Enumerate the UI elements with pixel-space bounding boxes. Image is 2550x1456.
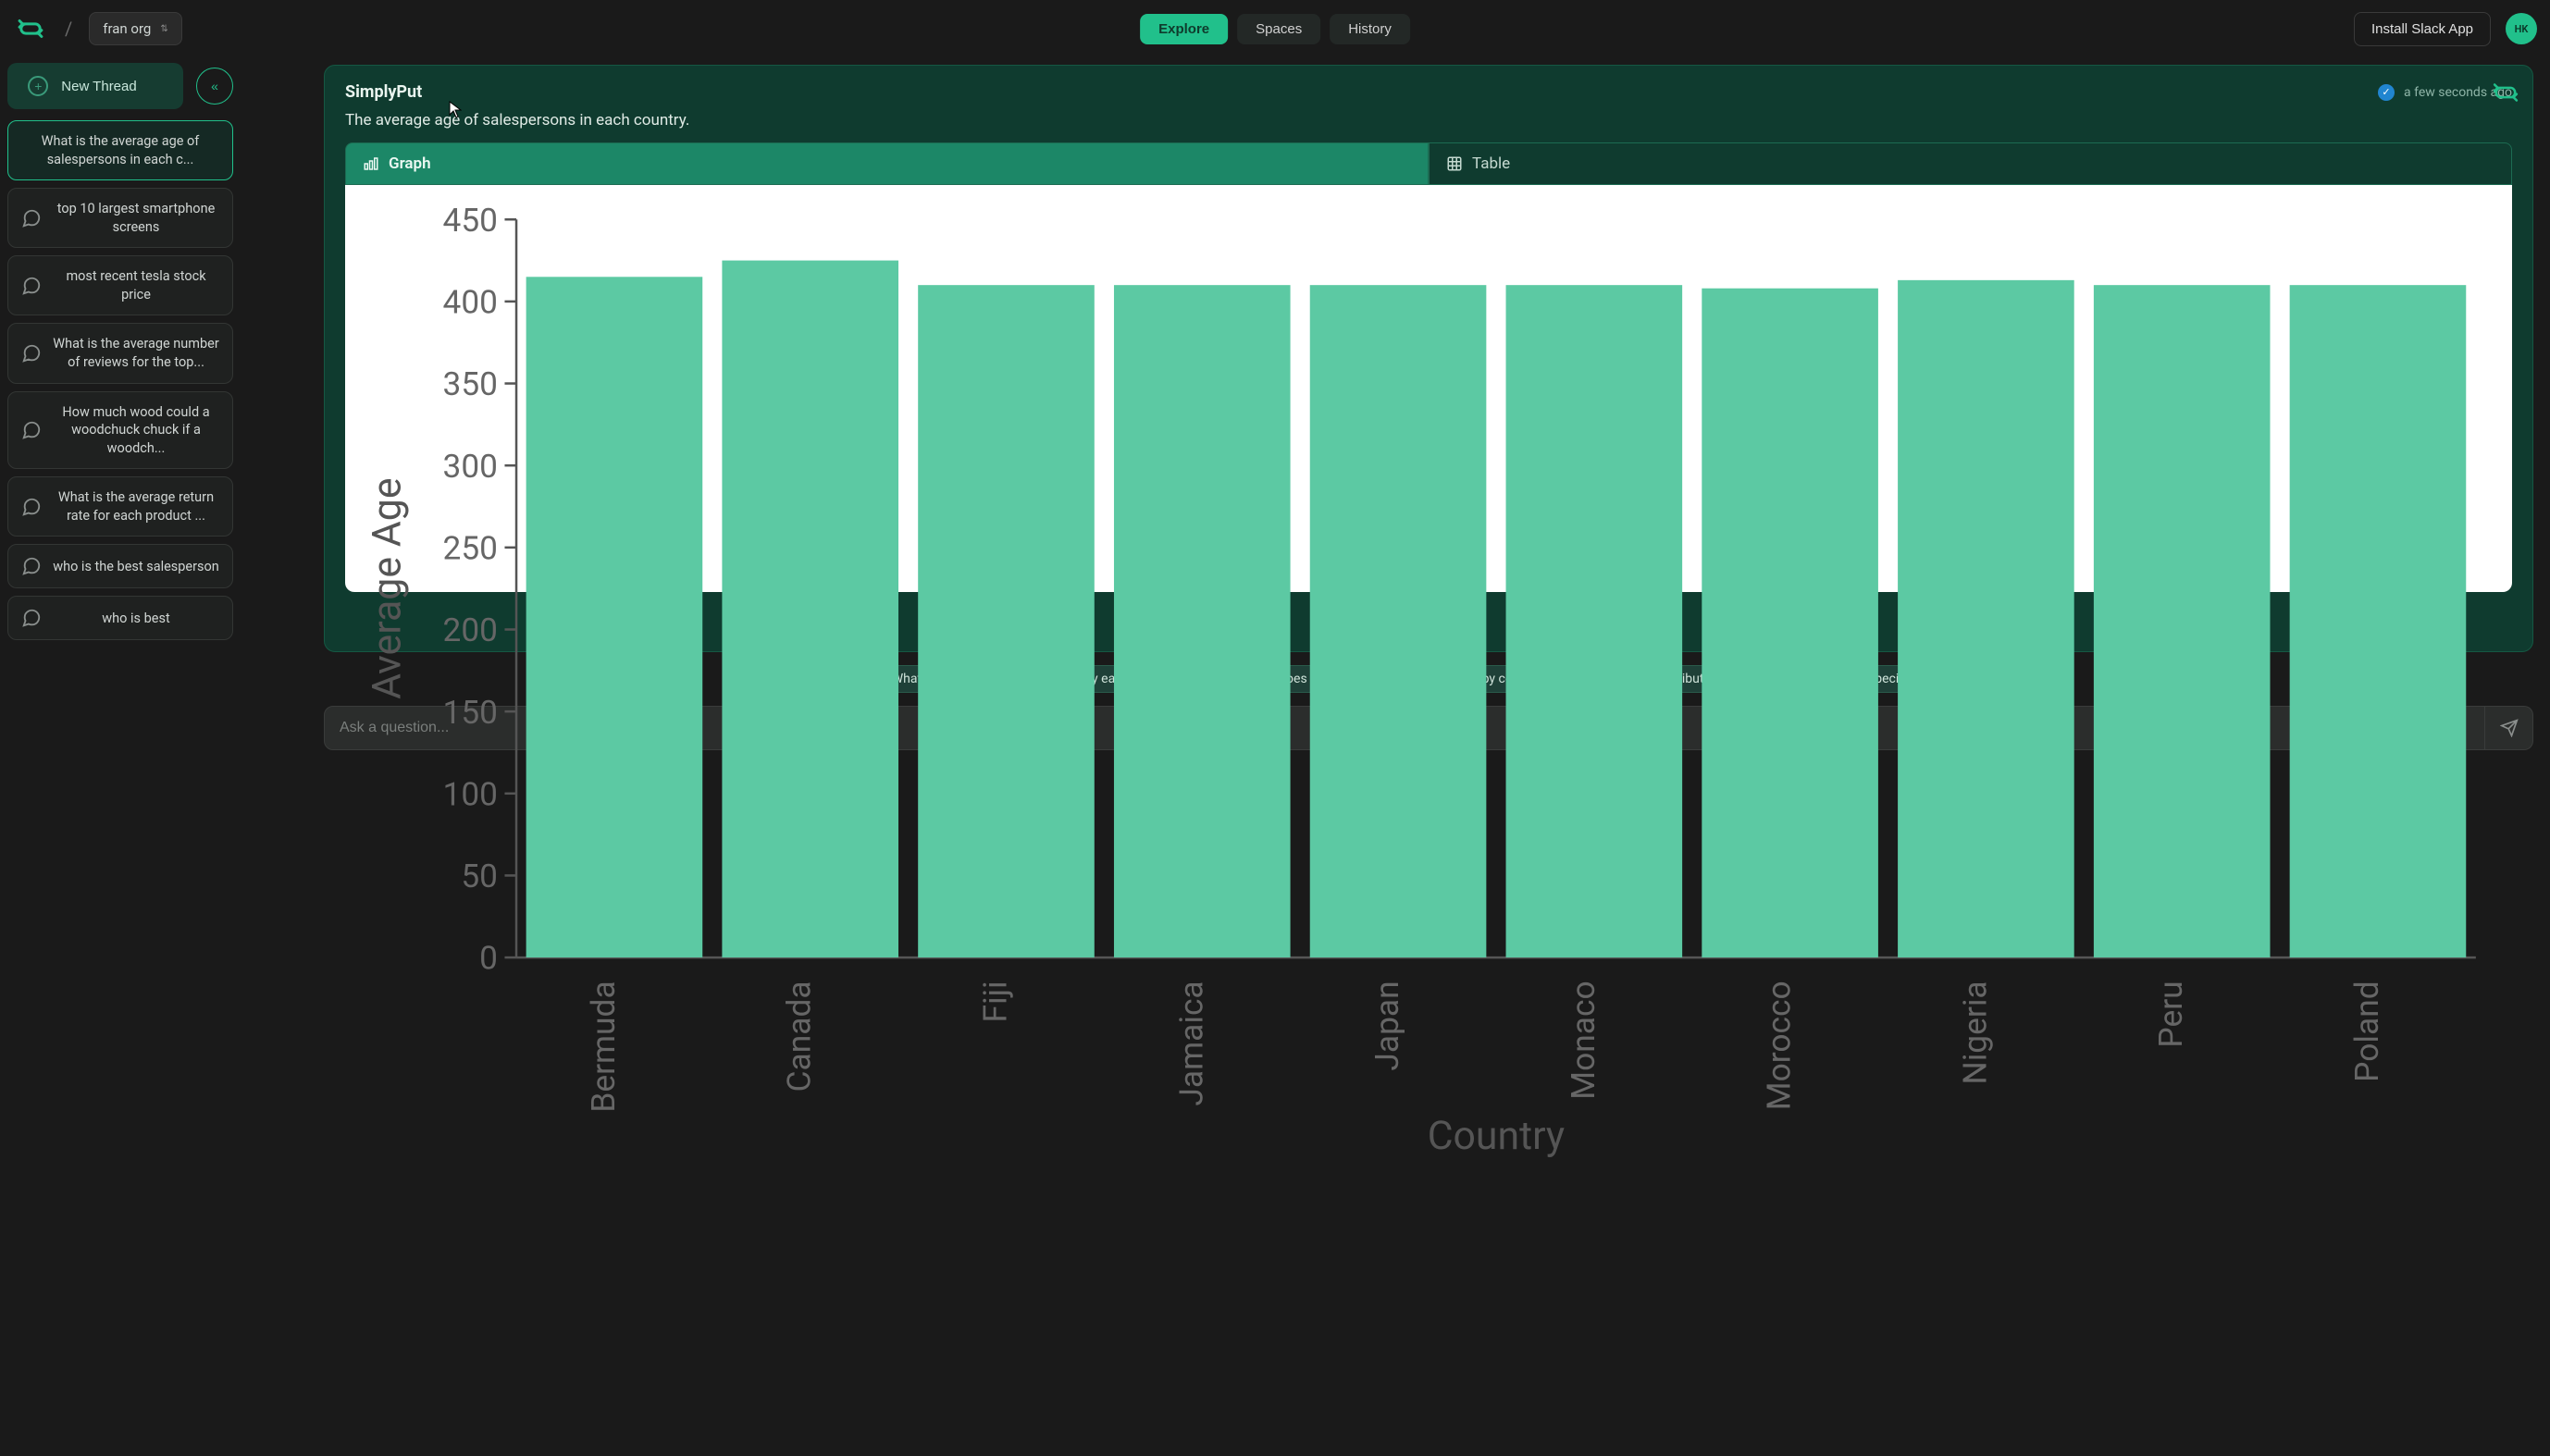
svg-text:Nigeria: Nigeria bbox=[1955, 981, 1994, 1084]
chart-container: 050100150200250300350400450BermudaCanada… bbox=[345, 185, 2512, 592]
nav-spaces[interactable]: Spaces bbox=[1237, 14, 1320, 44]
tab-table-label: Table bbox=[1472, 154, 1510, 173]
thread-item[interactable]: who is best bbox=[7, 596, 233, 640]
svg-text:300: 300 bbox=[443, 447, 498, 486]
thread-item[interactable]: What is the average number of reviews fo… bbox=[7, 323, 233, 383]
table-icon bbox=[1446, 155, 1463, 172]
verified-icon: ✓ bbox=[2378, 84, 2395, 101]
thread-item[interactable]: who is the best salesperson bbox=[7, 544, 233, 588]
response-description: The average age of salespersons in each … bbox=[345, 111, 2512, 130]
response-source: SimplyPut bbox=[345, 82, 422, 102]
thread-label: What is the average age of salespersons … bbox=[21, 132, 219, 168]
bar-chart: 0 50 100 150 200 250 300 350 400 450 Bermuda Canada… bbox=[358, 196, 2499, 1167]
send-icon bbox=[2500, 719, 2519, 737]
thread-label: How much wood could a woodchuck chuck if… bbox=[53, 403, 219, 458]
svg-text:Japan: Japan bbox=[1368, 981, 1406, 1070]
svg-text:200: 200 bbox=[443, 611, 498, 649]
bar-chart-icon bbox=[363, 155, 379, 172]
chevron-updown-icon: ⇅ bbox=[160, 24, 167, 34]
thread-item[interactable]: most recent tesla stock price bbox=[7, 255, 233, 315]
org-selector[interactable]: fran org ⇅ bbox=[89, 12, 181, 45]
svg-text:Bermuda: Bermuda bbox=[584, 981, 623, 1112]
tab-graph-label: Graph bbox=[389, 154, 431, 173]
svg-text:Morocco: Morocco bbox=[1760, 981, 1799, 1110]
chat-icon bbox=[21, 420, 42, 440]
svg-text:Average Age: Average Age bbox=[364, 477, 410, 699]
svg-text:150: 150 bbox=[443, 693, 498, 732]
sidebar: + New Thread « What is the average age o… bbox=[0, 57, 241, 1456]
thread-label: What is the average return rate for each… bbox=[53, 488, 219, 524]
view-tabs: Graph Table bbox=[345, 142, 2512, 185]
tab-graph[interactable]: Graph bbox=[345, 142, 1429, 185]
chat-icon bbox=[21, 208, 42, 228]
thread-label: who is the best salesperson bbox=[53, 558, 219, 576]
svg-text:Monaco: Monaco bbox=[1564, 981, 1603, 1099]
new-thread-button[interactable]: + New Thread bbox=[7, 63, 183, 109]
thread-label: What is the average number of reviews fo… bbox=[53, 335, 219, 371]
chat-icon bbox=[21, 556, 42, 576]
chat-icon bbox=[21, 497, 42, 517]
thread-item[interactable]: How much wood could a woodchuck chuck if… bbox=[7, 391, 233, 470]
svg-text:Canada: Canada bbox=[780, 981, 819, 1092]
chevron-left-icon: « bbox=[211, 79, 218, 93]
svg-text:250: 250 bbox=[443, 528, 498, 567]
svg-text:400: 400 bbox=[443, 282, 498, 321]
svg-text:Fiji: Fiji bbox=[976, 981, 1015, 1022]
chat-icon bbox=[21, 608, 42, 628]
nav-history[interactable]: History bbox=[1330, 14, 1410, 44]
response-card: SimplyPut ✓ a few seconds ago The averag… bbox=[324, 65, 2533, 652]
svg-text:Country: Country bbox=[1428, 1113, 1565, 1159]
nav-tabs: Explore Spaces History bbox=[1140, 14, 1410, 44]
thread-label: top 10 largest smartphone screens bbox=[53, 200, 219, 236]
thread-item[interactable]: What is the average return rate for each… bbox=[7, 476, 233, 537]
user-avatar[interactable]: HK bbox=[2506, 13, 2537, 44]
collapse-sidebar-button[interactable]: « bbox=[196, 68, 233, 105]
thread-label: who is best bbox=[53, 610, 219, 628]
refresh-icon[interactable] bbox=[2490, 77, 2521, 108]
app-logo[interactable] bbox=[13, 11, 48, 46]
top-bar: / fran org ⇅ Explore Spaces History Inst… bbox=[0, 0, 2550, 57]
install-slack-button[interactable]: Install Slack App bbox=[2354, 12, 2491, 46]
chat-icon bbox=[21, 276, 42, 296]
svg-text:0: 0 bbox=[479, 939, 498, 978]
main-content: SimplyPut ✓ a few seconds ago The averag… bbox=[241, 57, 2550, 1456]
svg-text:Peru: Peru bbox=[2151, 981, 2190, 1047]
new-thread-label: New Thread bbox=[61, 79, 136, 94]
svg-text:Jamaica: Jamaica bbox=[1171, 981, 1210, 1105]
nav-explore[interactable]: Explore bbox=[1140, 14, 1228, 44]
thread-item[interactable]: What is the average age of salespersons … bbox=[7, 120, 233, 180]
svg-text:100: 100 bbox=[443, 774, 498, 813]
org-name: fran org bbox=[103, 20, 151, 37]
thread-item[interactable]: top 10 largest smartphone screens bbox=[7, 188, 233, 248]
svg-text:50: 50 bbox=[461, 857, 498, 895]
svg-text:350: 350 bbox=[443, 364, 498, 403]
plus-icon: + bbox=[28, 76, 48, 96]
breadcrumb-separator: / bbox=[65, 18, 72, 40]
chat-icon bbox=[21, 343, 42, 364]
svg-text:450: 450 bbox=[443, 201, 498, 240]
svg-text:Poland: Poland bbox=[2347, 981, 2386, 1081]
tab-table[interactable]: Table bbox=[1429, 142, 2512, 185]
thread-label: most recent tesla stock price bbox=[53, 267, 219, 303]
